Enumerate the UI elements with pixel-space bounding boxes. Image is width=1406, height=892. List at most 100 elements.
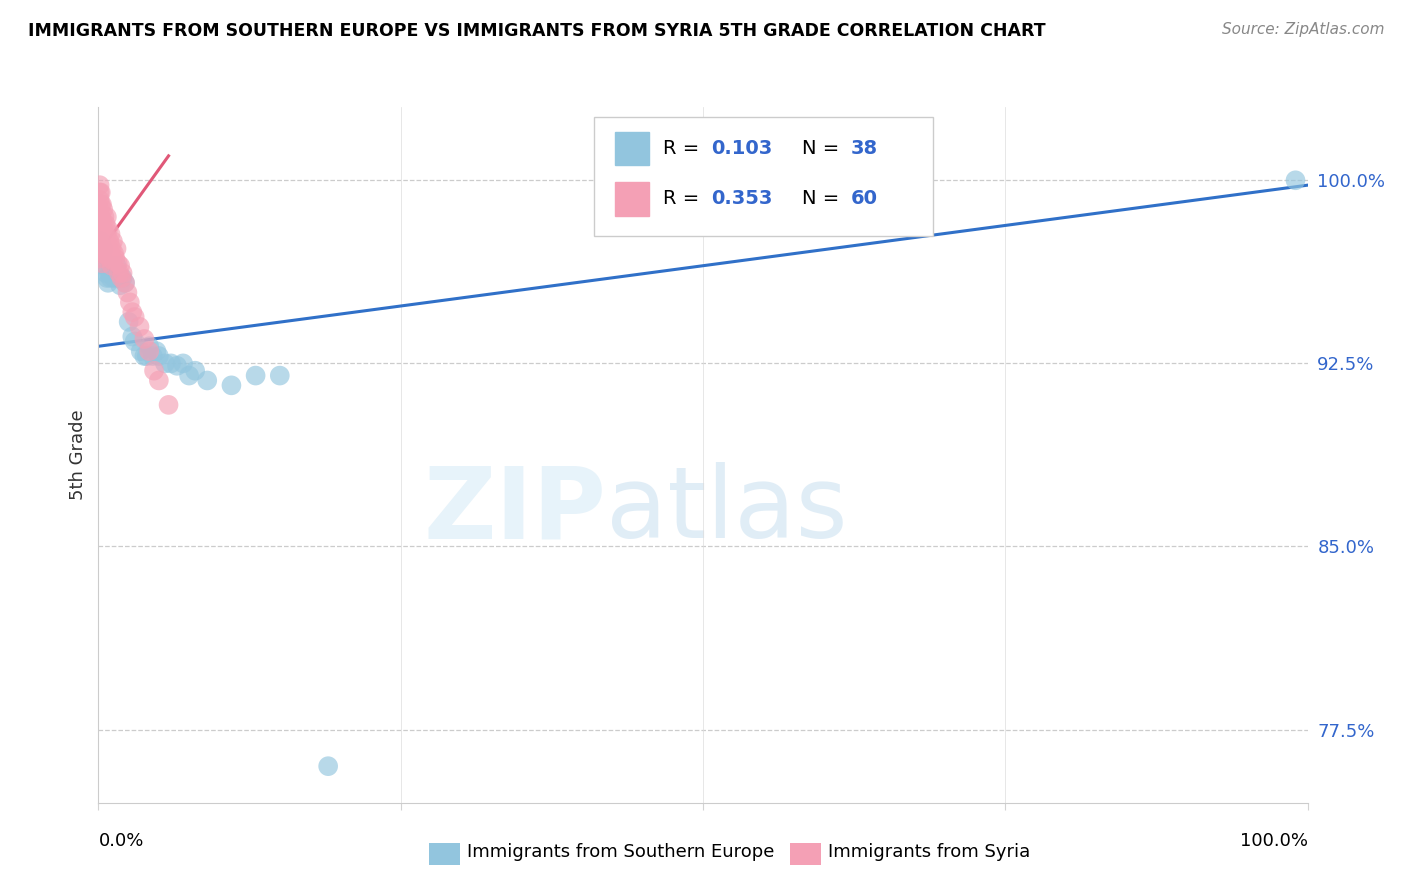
Point	[108, 259, 131, 273]
Text: ZIP: ZIP	[423, 462, 606, 559]
Point	[138, 339, 160, 353]
Point	[90, 186, 112, 200]
Point	[101, 235, 124, 249]
Text: 100.0%: 100.0%	[1240, 832, 1308, 850]
Point	[96, 210, 118, 224]
Point	[91, 227, 114, 241]
Point	[93, 246, 115, 260]
Point	[91, 197, 114, 211]
Point	[111, 271, 134, 285]
Point	[89, 242, 111, 256]
Point	[160, 356, 183, 370]
Point	[91, 212, 114, 227]
Point	[98, 235, 121, 249]
Point	[107, 271, 129, 285]
Text: N =: N =	[803, 189, 845, 209]
Text: 60: 60	[851, 189, 877, 209]
Point	[97, 276, 120, 290]
Text: Immigrants from Syria: Immigrants from Syria	[828, 843, 1031, 861]
Point	[177, 368, 201, 383]
Point	[121, 305, 143, 319]
Point	[98, 266, 121, 280]
Point	[103, 246, 125, 260]
Point	[96, 271, 118, 285]
Point	[89, 193, 111, 207]
Point	[153, 356, 176, 370]
Point	[91, 202, 114, 217]
Point	[90, 197, 112, 211]
Point	[104, 252, 127, 266]
Point	[195, 374, 218, 388]
Point	[91, 222, 114, 236]
Point	[89, 252, 111, 266]
Point	[100, 259, 122, 273]
Text: 38: 38	[851, 139, 877, 158]
Point	[1284, 173, 1306, 187]
Point	[91, 252, 114, 266]
Y-axis label: 5th Grade: 5th Grade	[69, 409, 87, 500]
Point	[101, 263, 124, 277]
Point	[89, 210, 111, 224]
Point	[269, 368, 291, 383]
Point	[138, 344, 160, 359]
Point	[100, 227, 122, 241]
Point	[108, 278, 131, 293]
Point	[134, 349, 156, 363]
Bar	[614, 182, 648, 216]
Point	[118, 295, 141, 310]
Point	[110, 271, 132, 285]
Point	[90, 222, 112, 236]
Point	[114, 276, 136, 290]
Point	[93, 259, 115, 273]
Point	[118, 315, 141, 329]
Point	[105, 259, 128, 273]
Point	[93, 227, 115, 241]
Point	[91, 242, 114, 256]
Point	[91, 256, 114, 270]
Text: 0.353: 0.353	[711, 189, 773, 209]
Point	[89, 235, 111, 249]
Point	[103, 271, 125, 285]
Point	[90, 246, 112, 260]
Point	[89, 202, 111, 217]
Text: R =: R =	[664, 139, 706, 158]
Point	[134, 332, 156, 346]
Point	[135, 349, 157, 363]
Text: R =: R =	[664, 189, 706, 209]
Point	[101, 253, 124, 268]
Point	[98, 252, 121, 266]
Point	[145, 344, 167, 359]
Point	[94, 235, 117, 249]
Point	[148, 349, 170, 363]
Point	[107, 256, 129, 270]
Text: IMMIGRANTS FROM SOUTHERN EUROPE VS IMMIGRANTS FROM SYRIA 5TH GRADE CORRELATION C: IMMIGRANTS FROM SOUTHERN EUROPE VS IMMIG…	[28, 22, 1046, 40]
Point	[166, 359, 188, 373]
Point	[97, 242, 120, 256]
Point	[316, 759, 339, 773]
Point	[142, 349, 165, 363]
Point	[89, 186, 111, 200]
Text: 0.0%: 0.0%	[98, 832, 143, 850]
Point	[100, 271, 122, 285]
Point	[94, 266, 117, 280]
Text: Immigrants from Southern Europe: Immigrants from Southern Europe	[467, 843, 775, 861]
Point	[111, 266, 134, 280]
Point	[94, 217, 117, 231]
Text: 0.103: 0.103	[711, 139, 773, 158]
Point	[124, 334, 146, 349]
Point	[157, 398, 180, 412]
Point	[245, 368, 267, 383]
Bar	[614, 132, 648, 166]
Text: atlas: atlas	[606, 462, 848, 559]
Point	[124, 310, 146, 324]
Point	[128, 319, 150, 334]
Text: Source: ZipAtlas.com: Source: ZipAtlas.com	[1222, 22, 1385, 37]
Point	[108, 266, 131, 280]
Point	[117, 285, 139, 300]
Point	[97, 222, 120, 236]
Point	[172, 356, 194, 370]
Point	[90, 235, 112, 249]
Point	[184, 364, 207, 378]
Point	[89, 227, 111, 241]
Point	[100, 242, 122, 256]
